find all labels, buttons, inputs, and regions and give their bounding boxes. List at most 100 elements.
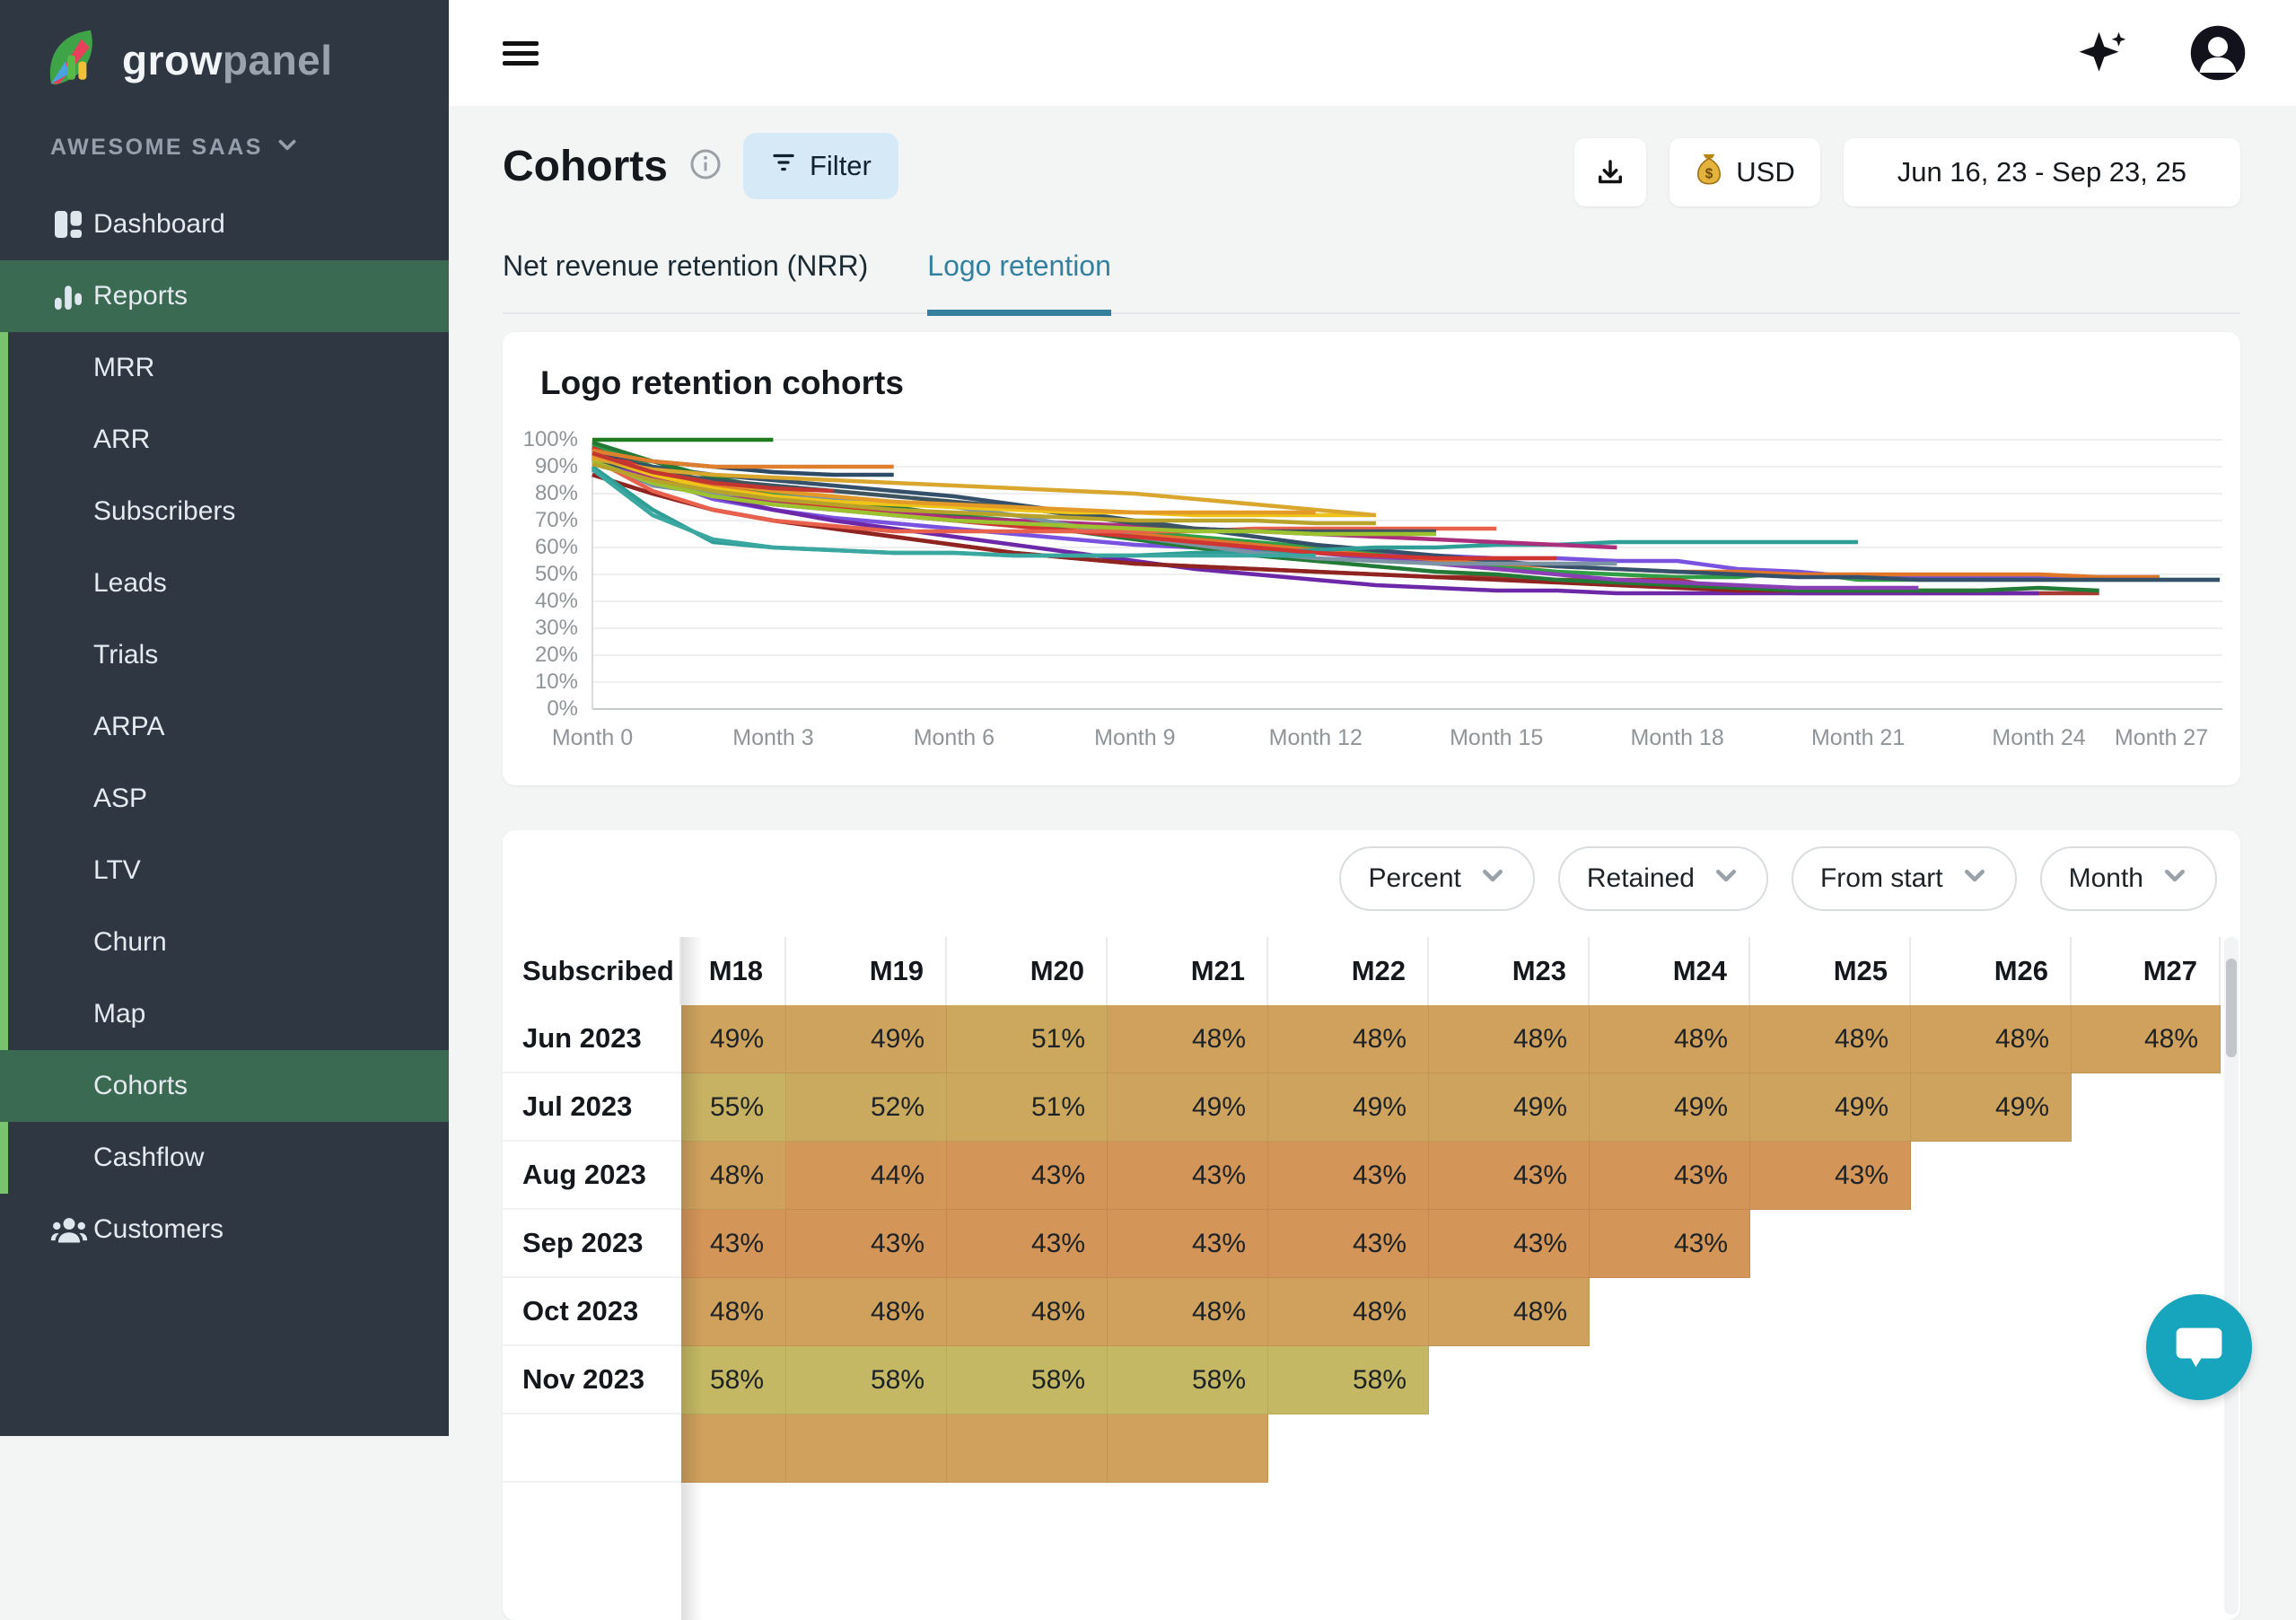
retention-cell: 49% [1108, 1073, 1268, 1142]
retention-cell: 58% [681, 1346, 786, 1414]
cohort-label: Oct 2023 [503, 1278, 681, 1346]
month-dropdown[interactable]: Month [2039, 846, 2217, 911]
sidebar-item-arpa[interactable]: ARPA [0, 691, 449, 763]
retention-cell: 48% [1268, 1278, 1429, 1346]
retention-value: 48% [1191, 1023, 1246, 1054]
sidebar-nav: Dashboard Reports MRR ARR Subscribers Leads Tr… [0, 188, 449, 1265]
percent-dropdown[interactable]: Percent [1339, 846, 1535, 911]
retention-value: 58% [870, 1364, 925, 1395]
retention-value: 48% [1673, 1023, 1728, 1054]
brand-logo[interactable]: growpanel [43, 25, 333, 94]
retention-cell: 48% [1429, 1005, 1590, 1073]
retention-cell: 58% [1268, 1346, 1429, 1414]
y-tick-label: 50% [534, 562, 578, 586]
dropdown-value: From start [1819, 863, 1943, 893]
growpanel-logo-icon [43, 25, 108, 94]
retention-value: 48% [1994, 1023, 2049, 1054]
hamburger-menu-icon[interactable] [503, 36, 539, 71]
sidebar-item-label: Churn [93, 927, 167, 957]
sidebar-item-label: Reports [93, 281, 188, 311]
sidebar-item-label: Leads [93, 568, 167, 598]
cohort-table: Subscribed M18 M19 M20 M21 M22 M23 M24 M25 M26 M27… [503, 937, 2226, 1483]
cohort-line-jan-2025 [591, 468, 1316, 558]
export-download-button[interactable] [1574, 138, 1647, 206]
info-icon[interactable] [689, 148, 722, 185]
workspace-switcher[interactable]: AWESOME SAAS [50, 133, 299, 162]
retention-cell: 43% [1429, 1142, 1590, 1210]
sidebar-item-cashflow[interactable]: Cashflow [0, 1122, 449, 1194]
sidebar-item-customers[interactable]: Customers [0, 1194, 449, 1265]
tab-net-revenue-retention-nrr[interactable]: Net revenue retention (NRR) [503, 250, 868, 312]
cohort-line-apr-2025 [592, 448, 894, 469]
cohort-row-oct-2023: Oct 2023 48% 48% 48% 48% 48% 48% [503, 1278, 2226, 1346]
x-tick-label: Month 24 [1992, 725, 2086, 750]
retained-dropdown[interactable]: Retained [1557, 846, 1768, 911]
cohort-line-dec-2024 [592, 461, 1376, 526]
retention-value: 49% [1673, 1091, 1728, 1122]
sidebar-item-label: ARR [93, 425, 151, 454]
table-controls: Percent Retained From start Month [1339, 846, 2217, 911]
retention-cell: 48% [1268, 1005, 1429, 1073]
retention-value: 49% [709, 1023, 764, 1054]
chevron-down-icon [1713, 862, 1740, 896]
gridline [592, 439, 2222, 441]
sidebar-item-trials[interactable]: Trials [0, 619, 449, 691]
retention-cell: 48% [1429, 1278, 1590, 1346]
column-header-m25: M25 [1750, 937, 1911, 1005]
retention-value: 48% [1834, 1023, 1889, 1054]
cohort-line-jun-2025 [592, 451, 834, 494]
retention-value: 43% [1673, 1228, 1728, 1258]
column-header-label: M25 [1833, 955, 1888, 986]
sidebar-item-arr[interactable]: ARR [0, 404, 449, 476]
cohort-label: Jul 2023 [503, 1073, 681, 1142]
retention-cell: 43% [1590, 1142, 1750, 1210]
sidebar-item-dashboard[interactable]: Dashboard [0, 188, 449, 260]
sidebar-item-leads[interactable]: Leads [0, 547, 449, 619]
tab-logo-retention[interactable]: Logo retention [927, 250, 1111, 316]
currency-button[interactable]: $ USD [1669, 138, 1820, 206]
avatar-icon[interactable] [2188, 23, 2248, 87]
column-header-m18: M18 [681, 937, 786, 1005]
retention-value: 43% [1352, 1228, 1407, 1258]
sidebar-item-cohorts[interactable]: Cohorts [0, 1050, 449, 1122]
retention-value: 49% [1191, 1091, 1246, 1122]
sidebar-item-map[interactable]: Map [0, 978, 449, 1050]
date-range-button[interactable]: Jun 16, 23 - Sep 23, 25 [1843, 138, 2240, 206]
sidebar-item-label: Customers [93, 1214, 224, 1244]
filter-button[interactable]: Filter [742, 133, 898, 199]
sidebar-item-mrr[interactable]: MRR [0, 332, 449, 404]
scrollbar-thumb[interactable] [2226, 959, 2237, 1057]
retention-cell: 43% [786, 1210, 947, 1278]
retention-value: 58% [1352, 1364, 1407, 1395]
currency-label: USD [1736, 156, 1795, 188]
retention-value: 49% [1512, 1091, 1567, 1122]
x-tick-label: Month 6 [913, 725, 995, 750]
sidebar-item-ltv[interactable]: LTV [0, 835, 449, 906]
retention-value: 43% [1673, 1160, 1728, 1190]
retention-cell: 48% [947, 1278, 1108, 1346]
y-axis-line [592, 440, 593, 709]
gridline [592, 520, 2222, 521]
gridline [592, 708, 2222, 710]
cohort-line-oct-2024 [592, 453, 1376, 518]
retention-cell: 48% [1750, 1005, 1911, 1073]
cohort-row-sep-2023: Sep 2023 43% 43% 43% 43% 43% 43% 43% [503, 1210, 2226, 1278]
sidebar-item-subscribers[interactable]: Subscribers [0, 476, 449, 547]
sidebar-item-reports[interactable]: Reports [0, 260, 449, 332]
chat-launcher-button[interactable] [2146, 1294, 2252, 1400]
chevron-down-icon [2161, 862, 2188, 896]
column-header-m27: M27 [2072, 937, 2221, 1005]
retention-cell: 48% [1911, 1005, 2072, 1073]
y-tick-label: 0% [547, 696, 578, 721]
retention-cell: 49% [1750, 1073, 1911, 1142]
x-tick-label: Month 9 [1094, 725, 1176, 750]
sidebar-item-label: Map [93, 999, 146, 1029]
from-start-dropdown[interactable]: From start [1791, 846, 2017, 911]
sparkles-icon[interactable] [2077, 25, 2133, 85]
table-scrollbar[interactable] [2224, 937, 2239, 1615]
cohort-label: Aug 2023 [503, 1142, 681, 1210]
sidebar-item-churn[interactable]: Churn [0, 906, 449, 978]
brand-word-grow: grow [122, 36, 223, 83]
retention-cell [1108, 1414, 1268, 1483]
sidebar-item-asp[interactable]: ASP [0, 763, 449, 835]
